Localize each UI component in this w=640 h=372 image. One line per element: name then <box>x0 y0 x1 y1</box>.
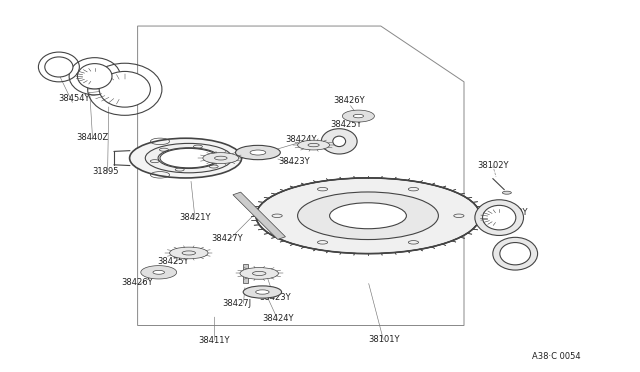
Text: 38426Y: 38426Y <box>122 278 154 287</box>
Ellipse shape <box>240 267 278 279</box>
Polygon shape <box>353 114 364 118</box>
Ellipse shape <box>45 57 73 77</box>
Text: 38424Y: 38424Y <box>262 314 294 323</box>
Text: 38453Y: 38453Y <box>506 252 538 261</box>
Ellipse shape <box>158 148 220 169</box>
Ellipse shape <box>243 286 282 298</box>
Text: 38425Y: 38425Y <box>330 120 362 129</box>
Ellipse shape <box>170 247 208 259</box>
Text: 38425Y: 38425Y <box>157 257 189 266</box>
Ellipse shape <box>502 191 511 194</box>
Text: 38424Y: 38424Y <box>285 135 317 144</box>
Ellipse shape <box>493 237 538 270</box>
Text: 38427Y: 38427Y <box>211 234 243 243</box>
Text: 38440Z: 38440Z <box>77 133 109 142</box>
Ellipse shape <box>145 143 232 173</box>
Text: 31895: 31895 <box>92 167 119 176</box>
Ellipse shape <box>99 71 150 107</box>
Polygon shape <box>153 270 164 274</box>
Ellipse shape <box>333 136 346 147</box>
Ellipse shape <box>255 290 269 294</box>
Ellipse shape <box>236 145 280 160</box>
Ellipse shape <box>298 192 438 240</box>
Polygon shape <box>141 266 177 279</box>
Ellipse shape <box>500 243 531 265</box>
Text: 38440Y: 38440Y <box>496 208 528 217</box>
Ellipse shape <box>256 178 480 254</box>
Ellipse shape <box>77 64 112 89</box>
Ellipse shape <box>129 138 242 178</box>
Text: 38102Y: 38102Y <box>477 161 509 170</box>
Polygon shape <box>342 110 374 122</box>
Ellipse shape <box>483 205 516 230</box>
Ellipse shape <box>321 129 357 154</box>
Ellipse shape <box>298 140 330 150</box>
Ellipse shape <box>250 150 266 155</box>
Ellipse shape <box>330 203 406 229</box>
Text: 38423Y: 38423Y <box>259 293 291 302</box>
Text: 38454Y: 38454Y <box>58 94 90 103</box>
Text: 38421Y: 38421Y <box>179 213 211 222</box>
Text: A38·C 0054: A38·C 0054 <box>532 352 581 361</box>
Text: 38411Y: 38411Y <box>198 336 230 345</box>
Text: 38101Y: 38101Y <box>368 335 400 344</box>
Polygon shape <box>233 192 285 240</box>
Polygon shape <box>243 264 248 283</box>
Text: 38426Y: 38426Y <box>333 96 365 105</box>
Text: 38423Y: 38423Y <box>278 157 310 166</box>
Ellipse shape <box>475 200 524 235</box>
Ellipse shape <box>203 153 239 164</box>
Text: 38427J: 38427J <box>222 299 252 308</box>
